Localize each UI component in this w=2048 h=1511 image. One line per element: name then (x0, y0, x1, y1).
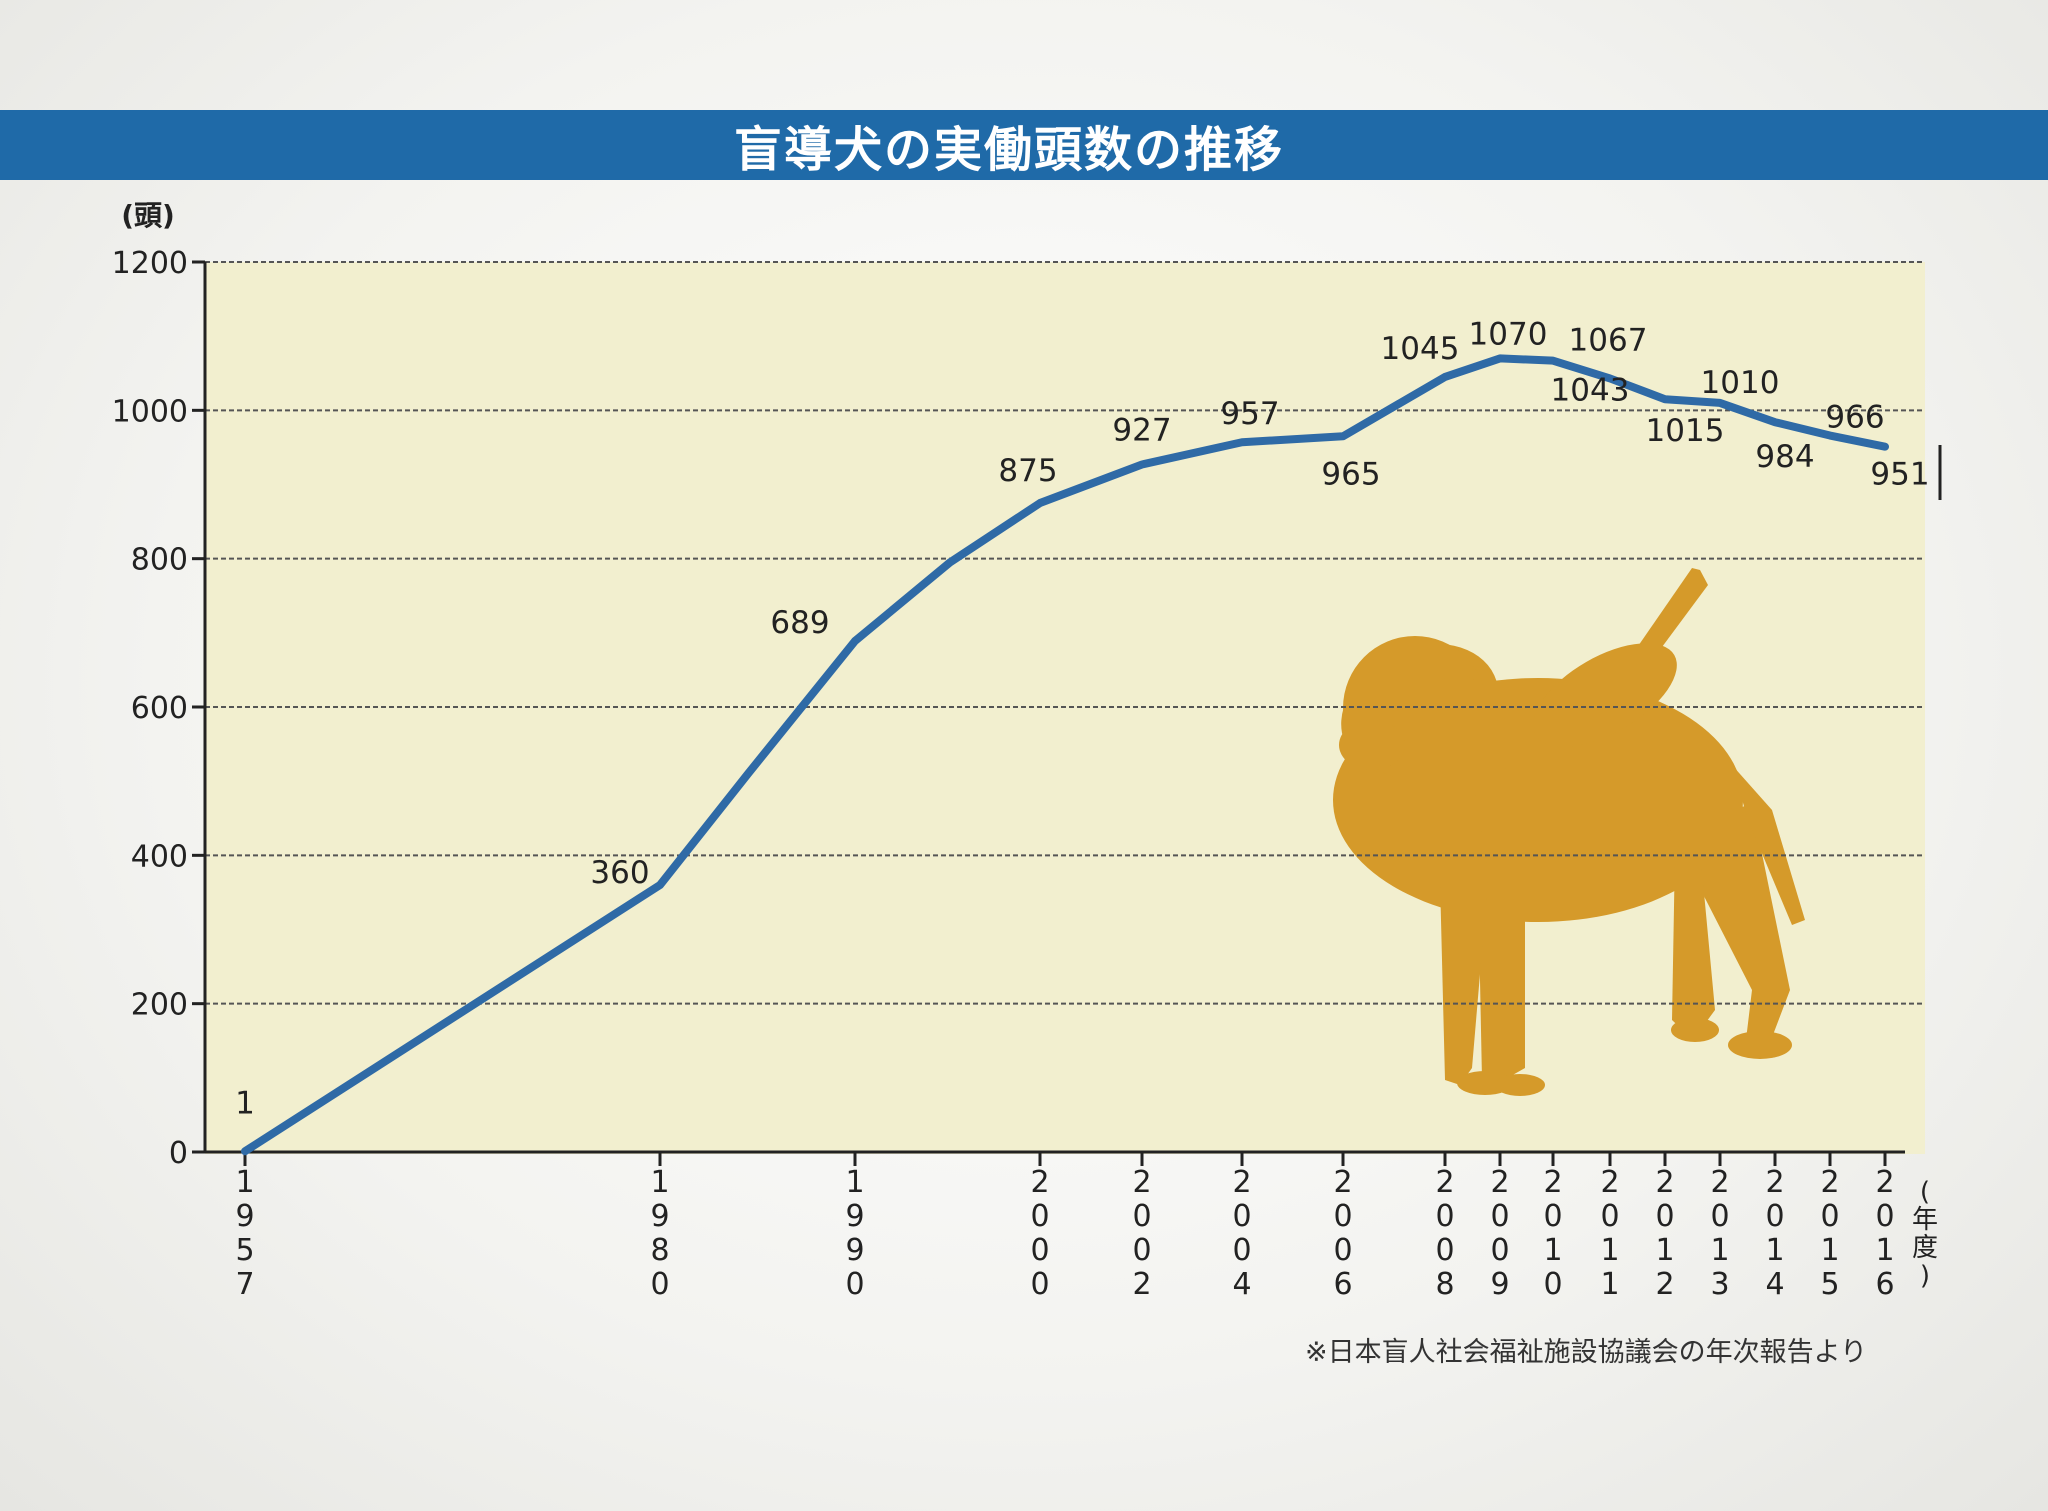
y-tick-label: 1000 (112, 394, 188, 429)
y-tick-label: 200 (131, 988, 188, 1023)
data-label: 1 (235, 1085, 255, 1121)
gridlines (205, 261, 1925, 1005)
y-tick-label: 0 (169, 1136, 188, 1171)
data-label: 1067 (1569, 323, 1648, 359)
y-tick-label: 800 (131, 543, 188, 578)
data-label: 360 (590, 855, 649, 891)
y-tick-label: 600 (131, 691, 188, 726)
data-label: 966 (1825, 400, 1884, 436)
data-labels: 1 360 689 875 927 957 965 1045 1070 1067 1043 1015 1… (235, 316, 1929, 1121)
x-axis-ticks: 1 9 5 7 1 9 8 0 1 9 9 0 2 0 0 0 2 0 0 2 2 0 0 4 2 0 0 6 2 0 0 8 2 0 0 9 2 0 1 0… (235, 1152, 1895, 1302)
data-label: 984 (1755, 439, 1814, 475)
data-label: 1010 (1701, 365, 1780, 401)
data-label: 927 (1112, 412, 1171, 448)
y-axis-ticks: 0 200 400 600 800 1000 1200 (112, 246, 205, 1171)
guide-dog-illustration (1333, 568, 1805, 1096)
data-label: 957 (1220, 396, 1279, 432)
title-bar: 盲導犬の実働頭数の推移 (0, 110, 2048, 180)
y-tick-label: 1200 (112, 246, 188, 281)
x-unit-label: (年度) (1912, 1177, 1938, 1291)
source-note: ※日本盲人社会福祉施設協議会の年次報告より (1305, 1337, 1868, 1368)
y-tick-label: 400 (131, 839, 188, 874)
data-label: 1070 (1469, 316, 1548, 352)
data-label: 875 (998, 453, 1057, 489)
x-unit-label-group: (年度) (1912, 1177, 1938, 1291)
series-layer (241, 354, 1889, 1156)
data-label: 1015 (1646, 413, 1725, 449)
chart-title: 盲導犬の実働頭数の推移 (733, 122, 1284, 178)
data-label: 965 (1321, 456, 1380, 492)
data-label: 1045 (1381, 331, 1460, 367)
data-label: 689 (770, 605, 829, 641)
data-label: 1043 (1551, 372, 1630, 408)
data-label: 951 (1870, 457, 1929, 493)
series-line (241, 354, 1889, 1156)
y-unit-label: (頭) (121, 199, 175, 232)
